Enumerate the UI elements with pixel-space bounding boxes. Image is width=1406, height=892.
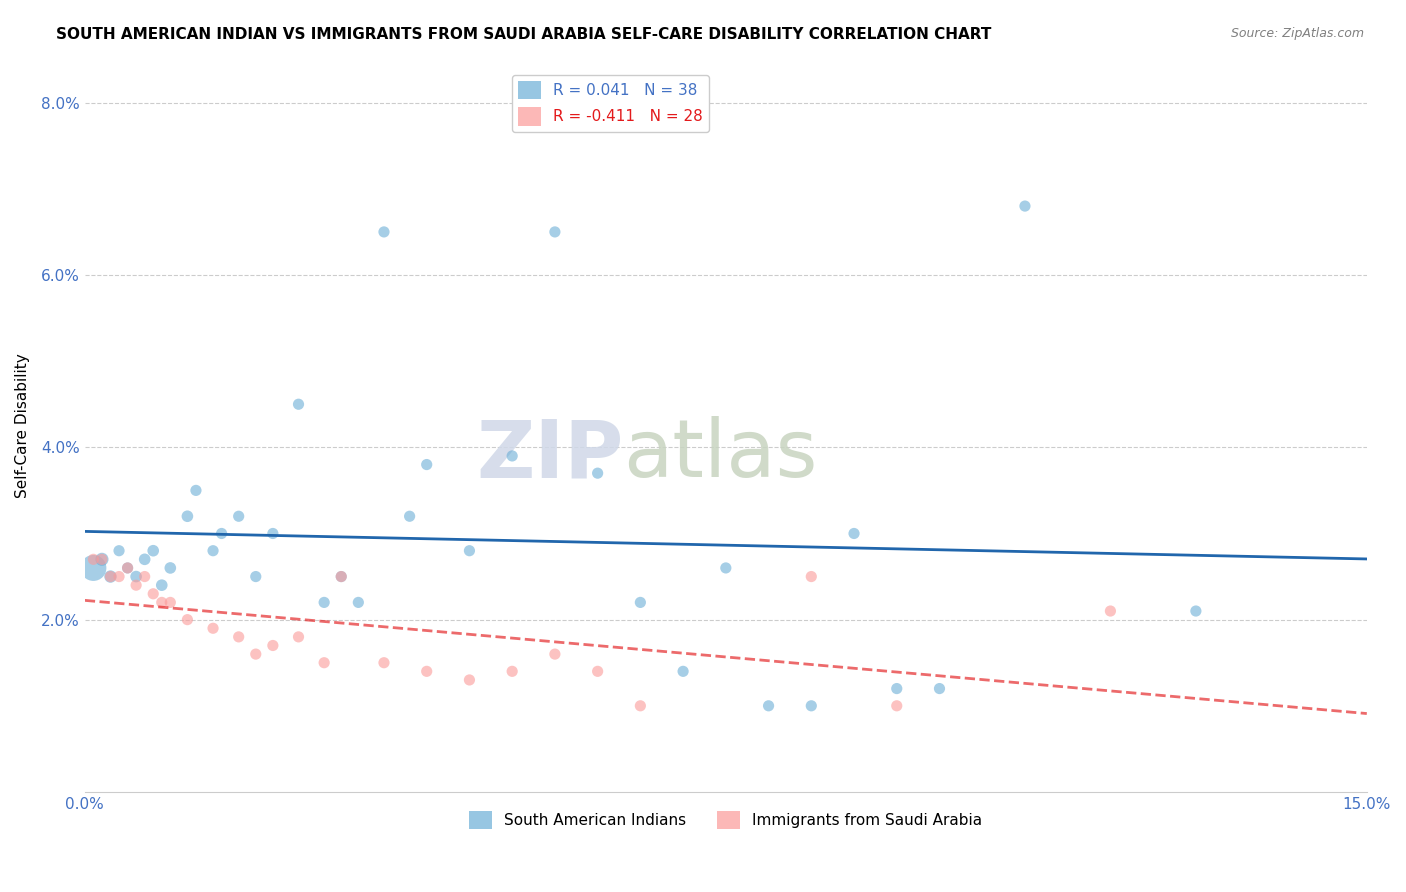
- Point: [287, 630, 309, 644]
- Point: [262, 526, 284, 541]
- Point: [287, 397, 309, 411]
- Point: [373, 225, 395, 239]
- Text: SOUTH AMERICAN INDIAN VS IMMIGRANTS FROM SAUDI ARABIA SELF-CARE DISABILITY CORRE: SOUTH AMERICAN INDIAN VS IMMIGRANTS FROM…: [56, 27, 991, 42]
- Point: [159, 595, 181, 609]
- Point: [100, 569, 122, 583]
- Point: [245, 569, 267, 583]
- Text: atlas: atlas: [623, 416, 818, 494]
- Point: [458, 543, 481, 558]
- Point: [398, 509, 420, 524]
- Point: [314, 595, 336, 609]
- Point: [800, 569, 823, 583]
- Point: [134, 569, 156, 583]
- Point: [228, 630, 250, 644]
- Point: [501, 449, 523, 463]
- Text: Source: ZipAtlas.com: Source: ZipAtlas.com: [1230, 27, 1364, 40]
- Point: [150, 595, 173, 609]
- Point: [586, 665, 609, 679]
- Point: [1099, 604, 1122, 618]
- Point: [91, 552, 114, 566]
- Point: [800, 698, 823, 713]
- Point: [672, 665, 695, 679]
- Point: [211, 526, 233, 541]
- Point: [415, 458, 437, 472]
- Point: [176, 509, 198, 524]
- Point: [150, 578, 173, 592]
- Point: [415, 665, 437, 679]
- Point: [82, 561, 104, 575]
- Point: [314, 656, 336, 670]
- Point: [347, 595, 370, 609]
- Point: [125, 578, 148, 592]
- Point: [108, 543, 131, 558]
- Point: [117, 561, 139, 575]
- Point: [202, 621, 225, 635]
- Text: ZIP: ZIP: [477, 416, 623, 494]
- Point: [886, 698, 908, 713]
- Point: [330, 569, 353, 583]
- Point: [886, 681, 908, 696]
- Point: [176, 613, 198, 627]
- Point: [714, 561, 737, 575]
- Point: [928, 681, 950, 696]
- Point: [134, 552, 156, 566]
- Point: [1185, 604, 1208, 618]
- Point: [458, 673, 481, 687]
- Point: [262, 639, 284, 653]
- Point: [142, 587, 165, 601]
- Point: [202, 543, 225, 558]
- Point: [1014, 199, 1036, 213]
- Point: [184, 483, 207, 498]
- Point: [758, 698, 780, 713]
- Point: [842, 526, 865, 541]
- Point: [628, 698, 651, 713]
- Point: [628, 595, 651, 609]
- Point: [82, 552, 104, 566]
- Point: [245, 647, 267, 661]
- Point: [100, 569, 122, 583]
- Y-axis label: Self-Care Disability: Self-Care Disability: [15, 353, 30, 498]
- Point: [91, 552, 114, 566]
- Point: [544, 225, 567, 239]
- Point: [330, 569, 353, 583]
- Point: [142, 543, 165, 558]
- Legend: South American Indians, Immigrants from Saudi Arabia: South American Indians, Immigrants from …: [463, 805, 988, 836]
- Point: [544, 647, 567, 661]
- Point: [586, 466, 609, 480]
- Point: [228, 509, 250, 524]
- Point: [125, 569, 148, 583]
- Point: [117, 561, 139, 575]
- Point: [501, 665, 523, 679]
- Point: [373, 656, 395, 670]
- Point: [108, 569, 131, 583]
- Point: [159, 561, 181, 575]
